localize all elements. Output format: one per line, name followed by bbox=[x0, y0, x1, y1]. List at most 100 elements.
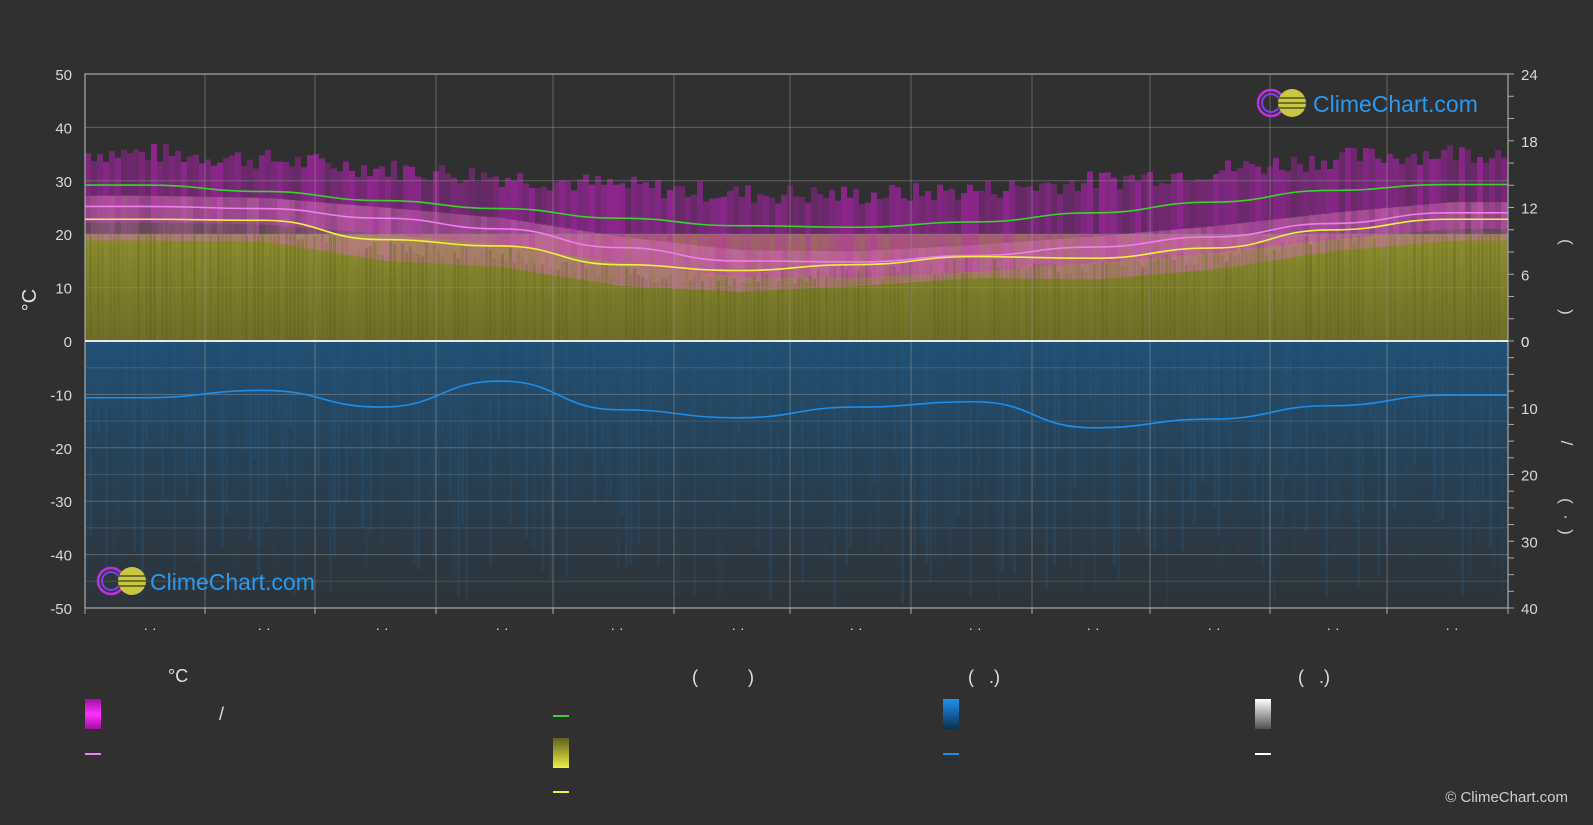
blue-texture-strip bbox=[709, 341, 712, 443]
precip-line bbox=[85, 380, 1508, 429]
olive-texture-strip bbox=[989, 264, 992, 341]
magenta-band-strip bbox=[1225, 160, 1231, 252]
blue-texture-strip bbox=[501, 341, 504, 440]
blue-texture-strip bbox=[1249, 341, 1252, 501]
olive-texture-strip bbox=[585, 268, 588, 341]
olive-texture-strip bbox=[469, 246, 472, 341]
blue-texture-strip bbox=[1169, 341, 1172, 433]
blue-texture-strip bbox=[517, 341, 520, 463]
blue-texture-strip bbox=[1281, 341, 1284, 526]
blue-texture-strip bbox=[529, 341, 532, 459]
legend-header-precipitation: ( .) bbox=[968, 667, 1000, 687]
blue-texture-strip bbox=[1293, 341, 1296, 554]
magenta-band-strip bbox=[703, 201, 709, 274]
magenta-band-strip bbox=[1351, 148, 1357, 238]
olive-texture-strip bbox=[657, 281, 660, 341]
magenta-band-strip bbox=[853, 188, 859, 278]
pink-band-strip bbox=[1249, 221, 1255, 264]
olive-texture-strip bbox=[237, 231, 240, 341]
pink-band-strip bbox=[475, 215, 481, 266]
pink-band-strip bbox=[1411, 205, 1417, 245]
blue-texture-strip bbox=[1069, 341, 1072, 571]
olive-texture-strip bbox=[465, 246, 468, 341]
pink-band-strip bbox=[511, 219, 517, 270]
magenta-band-strip bbox=[589, 184, 595, 259]
olive-texture-strip bbox=[273, 236, 276, 341]
olive-texture-strip bbox=[341, 235, 344, 341]
pink-band-strip bbox=[547, 225, 553, 275]
blue-texture-strip bbox=[209, 341, 212, 414]
blue-texture-strip bbox=[929, 341, 932, 583]
olive-texture-strip bbox=[1221, 255, 1224, 341]
magenta-band-strip bbox=[1399, 163, 1405, 234]
magenta-band-strip bbox=[733, 186, 739, 277]
blue-texture-strip bbox=[521, 341, 524, 537]
pink-band-strip bbox=[1273, 219, 1279, 261]
blue-texture-strip bbox=[429, 341, 432, 527]
blue-texture-strip bbox=[913, 341, 916, 561]
blue-texture-strip bbox=[577, 341, 580, 399]
pink-band-strip bbox=[1489, 202, 1495, 241]
pink-band-strip bbox=[535, 223, 541, 273]
olive-texture-strip bbox=[929, 262, 932, 341]
blue-texture-strip bbox=[1469, 341, 1472, 576]
blue-texture-strip bbox=[265, 341, 268, 523]
blue-texture-strip bbox=[233, 341, 236, 608]
olive-texture-strip bbox=[825, 277, 828, 341]
olive-texture-strip bbox=[1129, 268, 1132, 341]
magenta-band-strip bbox=[337, 171, 343, 231]
left-tick-label: 10 bbox=[55, 281, 72, 298]
pink-band-strip bbox=[175, 196, 181, 241]
blue-texture-strip bbox=[321, 341, 324, 417]
pink-band-strip bbox=[1045, 239, 1051, 279]
olive-texture-strip bbox=[209, 227, 212, 341]
blue-texture-strip bbox=[825, 341, 828, 557]
olive-texture-strip bbox=[1409, 238, 1412, 341]
pink-band-strip bbox=[979, 244, 985, 279]
magenta-band-strip bbox=[313, 154, 319, 229]
olive-texture-strip bbox=[905, 273, 908, 341]
pink-band-strip bbox=[673, 242, 679, 289]
olive-texture-strip bbox=[1225, 261, 1228, 341]
pink-band-strip bbox=[529, 222, 535, 272]
olive-texture-strip bbox=[1037, 263, 1040, 341]
olive-texture-strip bbox=[937, 274, 940, 341]
magenta-band-strip bbox=[721, 196, 727, 276]
blue-texture-strip bbox=[449, 341, 452, 502]
olive-texture-strip bbox=[1309, 244, 1312, 341]
blue-texture-strip bbox=[661, 341, 664, 496]
olive-texture-strip bbox=[1077, 264, 1080, 341]
blue-texture-strip bbox=[125, 341, 128, 421]
olive-texture-strip bbox=[1201, 255, 1204, 341]
blue-texture-strip bbox=[637, 341, 640, 546]
blue-texture-strip bbox=[357, 341, 360, 543]
olive-texture-strip bbox=[333, 235, 336, 341]
blue-texture-strip bbox=[1053, 341, 1056, 566]
legend-swatch-blue-band bbox=[943, 699, 959, 729]
olive-texture-strip bbox=[901, 263, 904, 341]
blue-texture-strip bbox=[1413, 341, 1416, 465]
magenta-band-strip bbox=[871, 192, 877, 278]
olive-texture-strip bbox=[477, 259, 480, 341]
blue-texture-strip bbox=[365, 341, 368, 572]
magenta-band-strip bbox=[133, 149, 139, 223]
legend-header-snow: ( .) bbox=[1298, 667, 1330, 687]
legend-header-temperature: °C bbox=[168, 666, 188, 686]
left-tick-label: -50 bbox=[50, 601, 72, 618]
olive-texture-strip bbox=[1261, 242, 1264, 341]
olive-texture-strip bbox=[501, 253, 504, 341]
blue-texture-strip bbox=[1161, 341, 1164, 445]
blue-texture-strip bbox=[337, 341, 340, 503]
magenta-band-strip bbox=[715, 197, 721, 275]
olive-texture-strip bbox=[189, 222, 192, 341]
olive-texture-strip bbox=[597, 274, 600, 341]
olive-texture-strip bbox=[109, 231, 112, 341]
olive-texture-strip bbox=[1457, 225, 1460, 341]
olive-texture-strip bbox=[1289, 245, 1292, 341]
blue-texture-strip bbox=[1021, 341, 1024, 505]
pink-band-strip bbox=[1279, 218, 1285, 260]
blue-texture-strip bbox=[697, 341, 700, 405]
x-tick-label: · · bbox=[1207, 620, 1220, 636]
pink-band-strip bbox=[949, 246, 955, 280]
blue-texture-strip bbox=[1377, 341, 1380, 576]
